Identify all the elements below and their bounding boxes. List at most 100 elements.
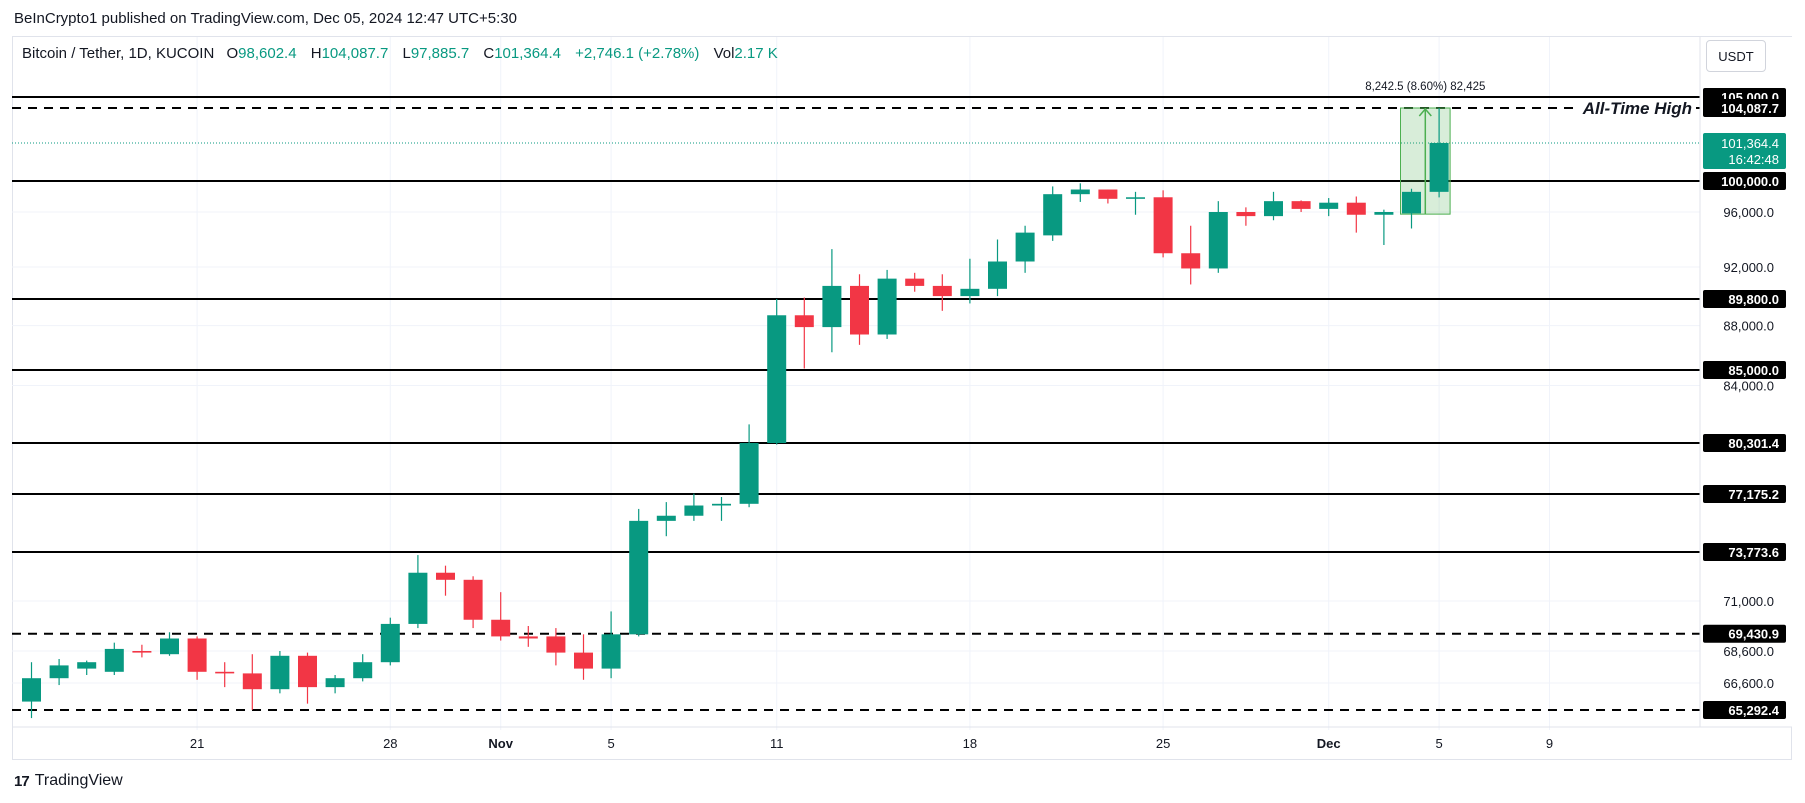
tradingview-footer[interactable]: 17 TradingView [14, 772, 123, 790]
candle-body [270, 655, 290, 690]
currency-button[interactable]: USDT [1706, 40, 1766, 72]
x-tick-label: 18 [963, 736, 977, 751]
level-price-label: 104,087.7 [1721, 101, 1779, 116]
candle-body [822, 285, 842, 328]
x-tick-label: 21 [190, 736, 204, 751]
candle-body [1098, 189, 1118, 199]
low-label: L [402, 45, 411, 62]
candle-body [1429, 143, 1449, 192]
low-value: 97,885.7 [410, 45, 470, 62]
candle-body [739, 443, 759, 504]
level-price-badge [1703, 172, 1786, 190]
y-tick-label: 68,600.0 [1723, 644, 1774, 659]
level-price-label: 73,773.6 [1728, 545, 1779, 560]
x-tick-label: 9 [1546, 736, 1553, 751]
candle-body [932, 285, 952, 297]
level-price-badge [1703, 290, 1786, 308]
level-price-badge [1703, 543, 1786, 561]
candle-body [187, 638, 207, 672]
candle-body [491, 619, 511, 637]
change-value: +2,746.1 (+2.78%) [575, 45, 700, 62]
candle-body [794, 315, 814, 328]
high-label: H [310, 45, 322, 62]
candle-body [104, 648, 124, 672]
candle-body [353, 662, 373, 679]
candle-body [1374, 212, 1394, 215]
candle-body [1291, 201, 1311, 209]
candle-body [629, 520, 649, 635]
candle-body [518, 636, 538, 639]
candle-body [49, 665, 69, 679]
candle-body [1126, 197, 1145, 199]
candle-body [850, 285, 869, 335]
ohlc-legend: Bitcoin / Tether, 1D, KUCOIN O98,602.4 H… [22, 45, 788, 62]
volume-value: 2.17 K [734, 45, 778, 62]
y-tick-label: 84,000.0 [1723, 379, 1774, 394]
close-label: C [483, 45, 495, 62]
ath-annotation: All-Time High [1582, 99, 1692, 118]
x-tick-label: Nov [488, 736, 513, 751]
current-price-badge [1703, 133, 1786, 169]
publish-info: BeInCrypto1 published on TradingView.com… [14, 10, 517, 27]
candle-body [656, 515, 676, 521]
measure-label: 8,242.5 (8.60%) 82,425 [1365, 81, 1485, 93]
volume-label: Vol [713, 45, 735, 62]
candle-body [574, 652, 593, 669]
y-tick-label: 66,600.0 [1723, 676, 1774, 691]
level-price-badge [1703, 361, 1786, 379]
candle-body [1346, 202, 1366, 215]
current-price-label: 101,364.4 [1721, 136, 1779, 151]
candle-body [601, 634, 621, 669]
high-value: 104,087.7 [321, 45, 389, 62]
level-price-badge [1703, 99, 1786, 117]
countdown-label: 16:42:48 [1728, 152, 1779, 167]
candle-body [1264, 201, 1283, 217]
candle-body [905, 278, 925, 286]
open-label: O [226, 45, 239, 62]
tradingview-brand: TradingView [34, 772, 123, 789]
candle-body [408, 572, 428, 624]
candle-body [463, 579, 483, 620]
candle-body [22, 678, 41, 702]
y-tick-label: 96,000.0 [1723, 205, 1774, 220]
candle-body [1181, 253, 1201, 269]
level-price-badge [1703, 485, 1786, 503]
candle-body [215, 671, 235, 674]
candle-body [160, 638, 179, 655]
level-price-label: 89,800.0 [1728, 292, 1779, 307]
x-tick-label: Dec [1317, 736, 1341, 751]
candle-body [684, 505, 704, 516]
level-price-label: 100,000.0 [1721, 174, 1779, 189]
level-price-badge [1703, 434, 1786, 452]
level-price-label: 77,175.2 [1728, 487, 1779, 502]
level-price-badge [1703, 624, 1786, 643]
x-tick-label: 5 [607, 736, 614, 751]
candle-body [1153, 197, 1173, 254]
level-price-badge [1703, 701, 1786, 719]
level-price-label: 80,301.4 [1728, 436, 1779, 451]
x-tick-label: 28 [383, 736, 397, 751]
y-tick-label: 71,000.0 [1723, 594, 1774, 609]
open-value: 98,602.4 [238, 45, 297, 62]
symbol-label[interactable]: Bitcoin / Tether, 1D, KUCOIN [22, 45, 215, 62]
level-price-label: 85,000.0 [1728, 363, 1779, 378]
candle-body [1402, 191, 1421, 214]
candle-body [436, 572, 455, 580]
candle-body [1070, 189, 1090, 195]
candle-body [325, 678, 345, 688]
candle-body [1319, 202, 1339, 209]
candle-body [1208, 212, 1228, 269]
y-tick-label: 88,000.0 [1723, 319, 1774, 334]
candle-body [132, 651, 152, 653]
x-tick-label: 5 [1435, 736, 1442, 751]
level-price-label: 69,430.9 [1728, 627, 1779, 642]
candle-body [1236, 212, 1256, 217]
candle-body [380, 623, 400, 663]
candle-body [960, 288, 980, 297]
candle-body [546, 636, 566, 653]
level-price-label: 65,292.4 [1728, 703, 1779, 718]
candle-body [877, 278, 897, 335]
candle-body [298, 655, 317, 688]
measure-arrow-head [1418, 107, 1432, 117]
